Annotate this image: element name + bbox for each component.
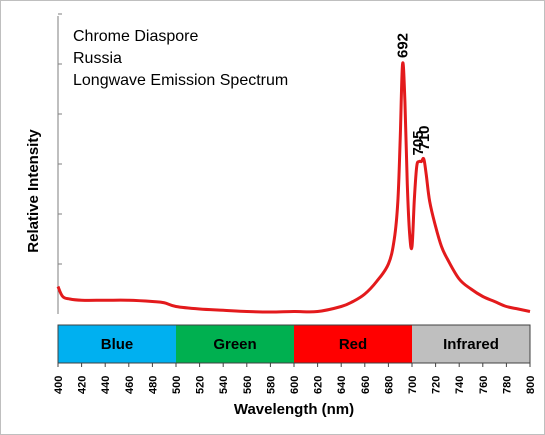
x-tick-label: 740	[454, 376, 466, 394]
color-band-green	[176, 325, 294, 363]
peak-label-710: 710	[416, 125, 433, 150]
x-tick-label: 800	[525, 376, 537, 394]
series-group	[56, 61, 531, 314]
color-band-blue	[58, 325, 176, 363]
color-band-red	[294, 325, 412, 363]
x-tick-label: 400	[53, 376, 65, 394]
x-tick-label: 560	[242, 376, 254, 394]
color-band-label: Infrared	[443, 336, 499, 353]
color-band-label: Red	[339, 336, 367, 353]
x-tick-label: 500	[171, 376, 183, 394]
annotation-line-3: Longwave Emission Spectrum	[73, 72, 288, 89]
color-band-infrared	[412, 325, 530, 363]
annotation-line-1: Chrome Diaspore	[73, 28, 198, 45]
x-tick-label: 580	[265, 376, 277, 394]
x-tick-label: 460	[124, 376, 136, 394]
x-axis-title: Wavelength (nm)	[234, 401, 354, 418]
color-bands: Blue Green Red Infrared	[57, 324, 531, 367]
x-tick-label: 780	[501, 376, 513, 394]
x-tick-label: 540	[218, 376, 230, 394]
y-axis-title: Relative Intensity	[25, 129, 42, 253]
x-tick-label: 520	[195, 376, 207, 394]
peak-label-692: 692	[395, 33, 412, 58]
x-tick-label: 700	[407, 376, 419, 394]
x-tick-label: 640	[336, 376, 348, 394]
x-tick-label: 440	[100, 376, 112, 394]
color-band-label: Green	[213, 336, 256, 353]
x-tick-label: 680	[383, 376, 395, 394]
x-tick-label: 420	[77, 376, 89, 394]
x-tick-label: 660	[360, 376, 372, 394]
x-tick-label: 760	[478, 376, 490, 394]
color-band-label: Blue	[101, 336, 134, 353]
annotation-line-2: Russia	[73, 50, 122, 67]
axes	[57, 13, 62, 314]
x-tick-label: 720	[431, 376, 443, 394]
peak-label-705: 705	[410, 130, 427, 155]
x-tick-label: 480	[147, 376, 159, 394]
x-tick-label: 620	[313, 376, 325, 394]
x-tick-label: 600	[289, 376, 301, 394]
x-tick-labels: 400 420 440 460 480 500 520 540 560 580 600 620 640 6…	[53, 376, 537, 394]
series-line	[56, 61, 531, 314]
